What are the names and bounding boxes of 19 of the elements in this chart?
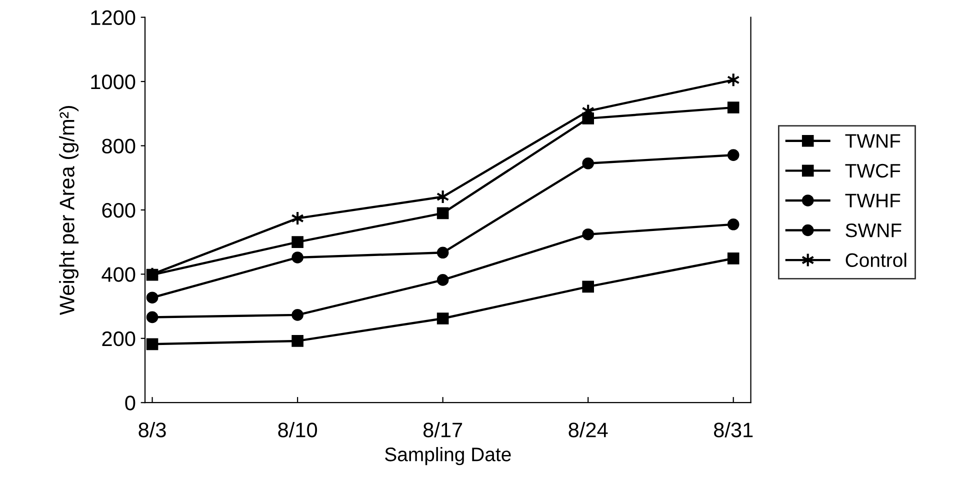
- y-tick-label: 1200: [91, 10, 136, 26]
- y-tick-label: 0: [125, 396, 136, 410]
- y-tick-label: 1000: [91, 74, 136, 90]
- x-axis-title: Sampling Date: [385, 447, 511, 466]
- legend-label: Control: [846, 252, 906, 268]
- legend-label: TWCF: [845, 164, 900, 178]
- legend-label: TWHF: [845, 194, 900, 208]
- y-tick-label: 200: [102, 331, 136, 346]
- y-tick-label: 400: [102, 267, 136, 282]
- x-tick-label: 8/3: [138, 422, 166, 438]
- x-tick-label: 8/24: [568, 422, 608, 438]
- x-tick-label: 8/10: [278, 422, 318, 438]
- y-tick-label: 800: [102, 138, 136, 154]
- legend-label: TWNF: [845, 134, 900, 148]
- x-tick-label: 8/17: [423, 422, 462, 438]
- x-tick-label: 8/31: [714, 422, 753, 438]
- legend-label: SWNF: [846, 223, 902, 238]
- y-tick-label: 600: [102, 202, 136, 218]
- y-axis-title: Weight per Area (g/m²): [59, 106, 79, 316]
